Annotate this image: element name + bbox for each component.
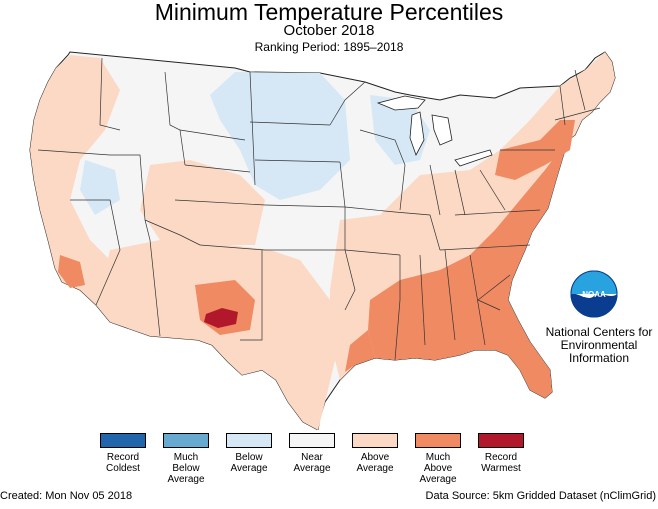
legend-item-below: Below Average xyxy=(218,433,280,474)
legend-item-record-warmest: Record Warmest xyxy=(470,433,532,474)
legend-label: Average xyxy=(293,463,331,474)
legend-label: Above xyxy=(423,463,453,474)
legend-label: Above xyxy=(360,452,390,463)
ranking-period: Ranking Period: 1895–2018 xyxy=(254,40,404,54)
agency-name: National Centers for Environmental Infor… xyxy=(544,326,654,365)
region-texas-much-above xyxy=(345,330,375,372)
legend-label: Much xyxy=(173,452,199,463)
legend-label: Average xyxy=(230,463,268,474)
region-southeast-much-above xyxy=(368,140,568,398)
data-source: Data Source: 5km Gridded Dataset (nClimG… xyxy=(425,490,656,502)
agency-line-1: National Centers for xyxy=(545,325,653,339)
lake-michigan xyxy=(409,111,425,156)
legend-label: Record xyxy=(106,452,140,463)
region-record-warmest xyxy=(204,308,238,328)
region-southwest-above xyxy=(96,240,340,430)
legend-label: Record xyxy=(484,452,518,463)
region-rockies-above xyxy=(140,160,265,245)
lake-huron xyxy=(431,114,453,146)
legend: Record Coldest Much Below Average Below … xyxy=(92,433,544,493)
legend-label: Average xyxy=(167,474,205,485)
noaa-logo-text: NOAA xyxy=(582,290,606,299)
map-subtitle: October 2018 xyxy=(283,22,375,39)
legend-label: Much xyxy=(425,452,451,463)
legend-label: Average xyxy=(419,474,457,485)
region-northern-plains-below xyxy=(210,72,350,200)
agency-line-3: Information xyxy=(568,351,630,365)
region-southern-california-much-above xyxy=(58,255,85,288)
legend-swatch xyxy=(289,433,335,448)
legend-item-near: Near Average xyxy=(281,433,343,474)
lake-superior xyxy=(376,95,426,111)
legend-swatch xyxy=(352,433,398,448)
legend-swatch xyxy=(100,433,146,448)
legend-item-record-coldest: Record Coldest xyxy=(92,433,154,474)
percentile-map xyxy=(29,51,616,430)
agency-line-2: Environmental xyxy=(560,338,638,352)
legend-swatch xyxy=(415,433,461,448)
legend-label: Near xyxy=(301,452,323,463)
legend-label: Warmest xyxy=(481,463,521,474)
legend-item-much-above: Much Above Average xyxy=(407,433,469,485)
legend-label: Below xyxy=(172,463,200,474)
legend-swatch xyxy=(478,433,524,448)
legend-item-above: Above Average xyxy=(344,433,406,474)
legend-label: Below xyxy=(235,452,263,463)
noaa-logo: NOAA xyxy=(570,270,618,318)
legend-label: Coldest xyxy=(106,463,140,474)
created-date: Created: Mon Nov 05 2018 xyxy=(0,490,133,502)
legend-item-much-below: Much Below Average xyxy=(155,433,217,485)
legend-label: Average xyxy=(356,463,394,474)
region-west-coast-above xyxy=(30,55,120,305)
state-boundaries xyxy=(37,57,601,361)
legend-swatch xyxy=(226,433,272,448)
lake-erie xyxy=(454,149,493,167)
map-title: Minimum Temperature Percentiles xyxy=(154,0,504,25)
legend-swatch xyxy=(163,433,209,448)
